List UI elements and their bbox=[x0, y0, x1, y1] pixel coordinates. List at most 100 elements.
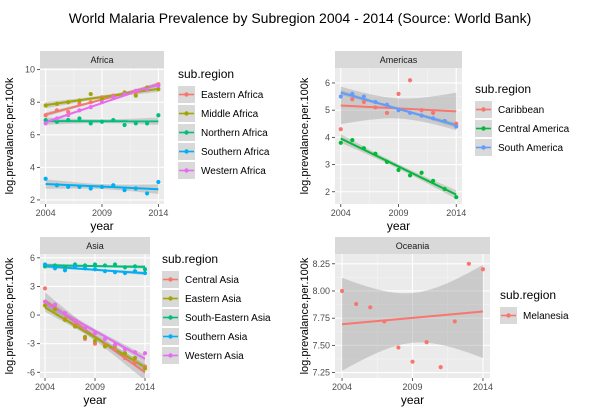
legend-key-point bbox=[168, 353, 173, 358]
y-axis-label: log.prevalance.per.100k bbox=[4, 257, 16, 374]
legend-label: Middle Africa bbox=[201, 109, 259, 120]
data-point bbox=[466, 261, 471, 266]
legend-key-point bbox=[481, 145, 486, 150]
data-point bbox=[156, 179, 161, 185]
panel-africa: Africa 2 4 6 8 10 2004 2009 2014 year log.prevalan… bbox=[4, 51, 168, 233]
data-point bbox=[66, 113, 71, 118]
data-point bbox=[454, 124, 459, 129]
legend: sub.region Central Asia Eastern Asia South-… bbox=[162, 252, 271, 364]
data-point bbox=[384, 102, 390, 107]
data-point bbox=[350, 97, 355, 102]
x-tick-label: 2014 bbox=[135, 382, 155, 392]
data-point bbox=[88, 100, 93, 105]
legend: sub.region Eastern Africa Middle Africa Nor… bbox=[178, 67, 270, 179]
facet-strip bbox=[40, 51, 164, 68]
data-point bbox=[382, 319, 387, 324]
x-tick-label: 2004 bbox=[332, 382, 352, 392]
data-point bbox=[132, 350, 138, 355]
data-point bbox=[338, 127, 343, 132]
x-tick-label: 2014 bbox=[446, 208, 466, 218]
x-tick-label: 2014 bbox=[148, 208, 168, 218]
y-tick-label: 7.75 bbox=[312, 313, 330, 323]
data-point bbox=[72, 264, 78, 269]
data-point bbox=[52, 307, 58, 312]
data-point bbox=[133, 93, 138, 98]
data-point bbox=[354, 301, 359, 307]
facet-strip bbox=[335, 51, 462, 68]
y-tick-label: 7.25 bbox=[312, 368, 330, 378]
legend-key-point bbox=[184, 111, 189, 116]
x-tick-label: 2009 bbox=[92, 208, 112, 218]
data-point bbox=[92, 338, 98, 343]
x-tick-label: 2009 bbox=[402, 382, 422, 392]
data-point bbox=[54, 108, 60, 113]
data-point bbox=[407, 173, 413, 178]
legend-key-point bbox=[168, 315, 173, 320]
data-point bbox=[133, 88, 138, 93]
data-point bbox=[88, 121, 93, 126]
data-point bbox=[410, 359, 415, 364]
data-point bbox=[52, 302, 58, 307]
data-point bbox=[156, 83, 161, 89]
data-point bbox=[122, 188, 127, 193]
data-point bbox=[66, 109, 71, 115]
x-tick-label: 2009 bbox=[85, 382, 105, 392]
data-point bbox=[396, 91, 401, 96]
data-point bbox=[361, 146, 366, 151]
data-point bbox=[111, 118, 116, 123]
data-point bbox=[99, 96, 105, 102]
data-point bbox=[122, 270, 128, 276]
data-point bbox=[424, 340, 429, 345]
legend-label: Eastern Asia bbox=[185, 294, 242, 305]
legend-key-point bbox=[168, 296, 173, 301]
panel-oceania: Oceania 7.25 7.50 7.75 8.00 8.25 2004 2009 2014 y… bbox=[299, 237, 493, 407]
legend-label: Southern Africa bbox=[201, 147, 270, 158]
data-point bbox=[43, 176, 48, 181]
legend-title: sub.region bbox=[500, 288, 556, 302]
data-point bbox=[112, 270, 118, 275]
data-point bbox=[396, 167, 401, 173]
data-point bbox=[350, 91, 355, 96]
data-point bbox=[122, 265, 128, 270]
y-tick-label: 0 bbox=[30, 310, 35, 320]
data-point bbox=[66, 184, 71, 189]
data-point bbox=[82, 334, 88, 340]
data-point bbox=[396, 345, 401, 350]
facet-strip bbox=[40, 237, 150, 254]
data-point bbox=[142, 267, 148, 272]
x-tick-label: 2009 bbox=[388, 208, 408, 218]
data-point bbox=[431, 110, 436, 115]
panel-asia: Asia -6 -3 0 3 6 2004 2009 2014 year log.prevalanc… bbox=[4, 237, 155, 407]
data-point bbox=[373, 151, 378, 156]
data-point bbox=[132, 360, 138, 365]
y-tick-label: 6 bbox=[325, 78, 330, 88]
data-point bbox=[122, 351, 128, 356]
legend: sub.region Caribbean Central America South … bbox=[475, 82, 570, 156]
data-point bbox=[133, 121, 138, 126]
data-point bbox=[66, 118, 71, 123]
legend-label: Melanesia bbox=[523, 311, 569, 322]
data-point bbox=[396, 108, 401, 113]
y-tick-label: 3 bbox=[30, 281, 35, 291]
data-point bbox=[42, 262, 48, 267]
legend-title: sub.region bbox=[178, 67, 234, 81]
data-point bbox=[99, 184, 105, 189]
legend-label: Western Asia bbox=[185, 351, 244, 362]
data-point bbox=[419, 113, 424, 118]
data-point bbox=[132, 269, 138, 274]
legend-label: Central Asia bbox=[185, 275, 239, 286]
x-tick-label: 2014 bbox=[473, 382, 493, 392]
facet-label: Asia bbox=[86, 241, 104, 251]
legend: sub.region Melanesia bbox=[500, 288, 569, 324]
plot-area bbox=[338, 78, 459, 200]
data-point bbox=[54, 101, 60, 106]
data-point bbox=[99, 119, 105, 124]
data-point bbox=[132, 355, 138, 361]
y-tick-label: 8.00 bbox=[312, 286, 330, 296]
data-point bbox=[77, 116, 82, 121]
data-point bbox=[339, 288, 345, 294]
data-point bbox=[156, 113, 161, 118]
data-point bbox=[72, 318, 78, 323]
data-point bbox=[361, 94, 366, 99]
data-point bbox=[156, 87, 161, 92]
